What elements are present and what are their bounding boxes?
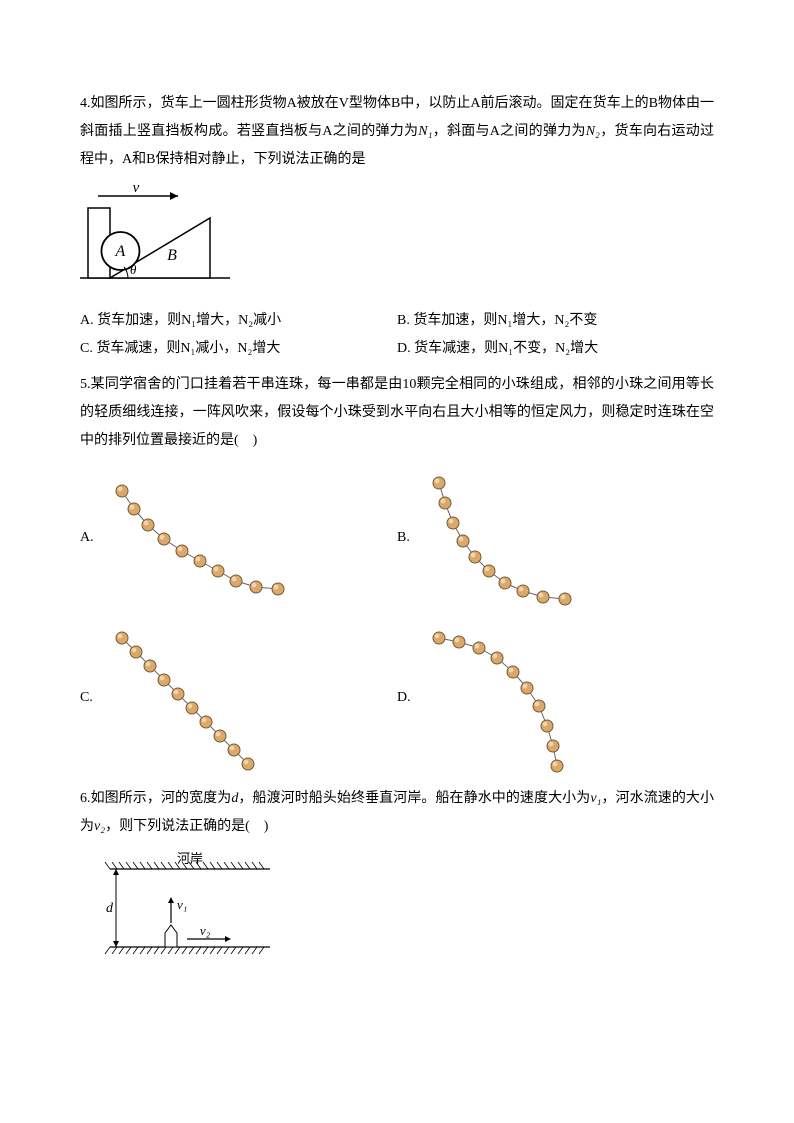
svg-text:B: B [167,247,177,264]
q6-num: 6. [80,791,91,806]
q6-v2: v₂ [94,819,105,834]
q5-labelA: A. [80,524,104,552]
svg-text:v₂: v₂ [200,923,211,938]
q5-text: 5.某同学宿舍的门口挂着若干串连珠，每一串都是由10颗完全相同的小珠组成，相邻的… [80,371,714,455]
q6-text: 6.如图所示，河的宽度为d，船渡河时船头始终垂直河岸。船在静水中的速度大小为v₁… [80,785,714,841]
q4-diagram: A Bθ v [80,180,714,301]
q4-optC: C. 货车减速，则N₁减小，N₂增大 [80,335,397,363]
svg-text:v: v [133,180,140,196]
svg-text:v₁: v₁ [177,897,187,912]
q5-num: 5. [80,377,91,392]
q4-optB: B. 货车加速，则N₁增大，N₂不变 [397,307,714,335]
svg-text:θ: θ [130,262,137,277]
q4-optD: D. 货车减速，则N₁不变，N₂增大 [397,335,714,363]
q5-row2: C. D. [80,620,714,775]
svg-text:A: A [115,243,126,260]
q5-figC [104,620,274,775]
q5-labelB: B. [397,524,421,552]
q6-diagram: 河岸 d v₁ v₂ [80,847,714,988]
q5-labelD: D. [397,684,421,712]
svg-text:河岸: 河岸 [177,851,203,866]
q4-text: 4.如图所示，货车上一圆柱形货物A被放在V型物体B中，以防止A前后滚动。固定在货… [80,90,714,174]
q5-figD [421,620,591,775]
q5-figA [104,473,294,603]
q5-row1: A. B. [80,465,714,610]
q5-figB [421,465,591,610]
svg-text:d: d [106,901,114,916]
q5-labelC: C. [80,684,104,712]
q4-optA: A. 货车加速，则N₁增大，N₂减小 [80,307,397,335]
q6-v1: v₁ [590,791,601,806]
q4-n2: N₂ [586,124,600,139]
q4-options: A. 货车加速，则N₁增大，N₂减小 B. 货车加速，则N₁增大，N₂不变 [80,307,714,335]
q4-num: 4. [80,96,91,111]
q4-n1: N₁ [418,124,432,139]
